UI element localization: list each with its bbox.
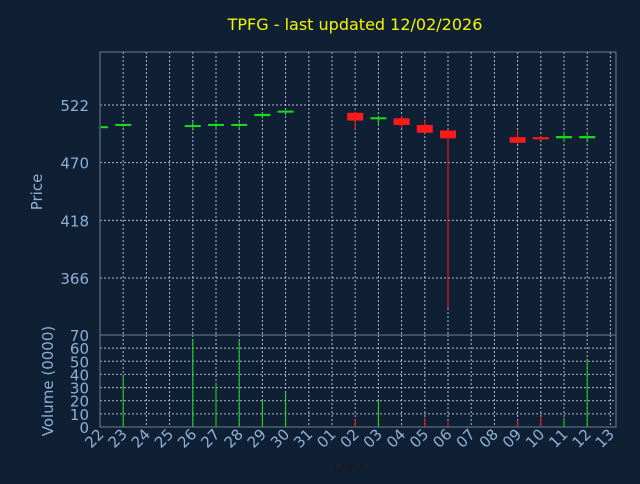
candle-body: [556, 136, 572, 139]
candle-body: [231, 123, 248, 126]
volume-axis-label: Volume (0000): [39, 326, 57, 436]
price-tick-label: 418: [60, 212, 89, 230]
candle-body: [208, 123, 224, 126]
candle-body: [440, 130, 456, 139]
volume-tick-label: 0: [79, 419, 89, 437]
candle-body: [254, 113, 271, 117]
price-tick-label: 522: [60, 97, 89, 115]
candle-body: [101, 126, 108, 129]
candle-body: [579, 136, 596, 139]
x-axis-label: Day: [333, 458, 363, 476]
candle-body: [416, 124, 433, 133]
candle-body: [370, 117, 387, 120]
x-axis: 2223242526272829303101020304050607080910…: [81, 425, 618, 451]
price-axis-label: Price: [28, 174, 46, 211]
candle-body: [115, 123, 132, 126]
volume-tick-label: 40: [70, 366, 89, 384]
volume-panel-frame: [99, 334, 617, 428]
volume-tick-label: 30: [70, 380, 89, 398]
price-panel-frame: [99, 51, 617, 336]
candle-body: [184, 125, 201, 128]
price-tick-label: 470: [60, 155, 89, 173]
volume-tick-label: 70: [70, 327, 89, 345]
volume-tick-label: 60: [70, 340, 89, 358]
chart-title: TPFG - last updated 12/02/2026: [227, 15, 483, 34]
volume-tick-label: 10: [70, 406, 89, 424]
price-tick-label: 366: [60, 270, 89, 288]
candle-body: [509, 137, 526, 143]
x-tick-label: 13: [592, 425, 618, 451]
candle-body: [532, 137, 549, 140]
price-panel: 366 418 470 522: [60, 51, 617, 336]
volume-tick-label: 20: [70, 393, 89, 411]
candle-body: [347, 112, 364, 121]
candle-body: [277, 110, 294, 113]
candle-body: [393, 118, 410, 125]
volume-tick-label: 50: [70, 353, 89, 371]
